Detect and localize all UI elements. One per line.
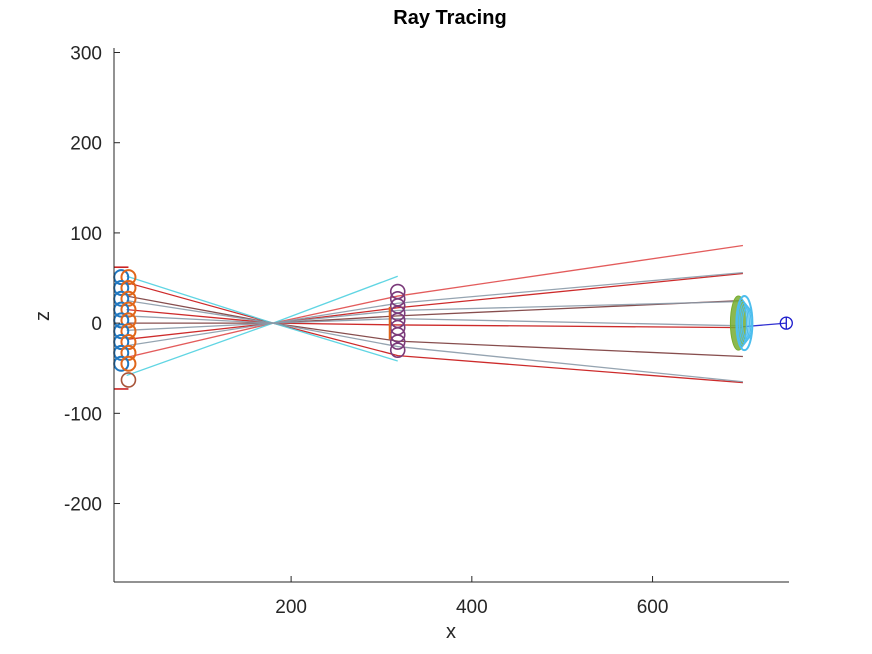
ray-line	[742, 322, 787, 328]
x-ticks: 200 400 600	[275, 576, 668, 618]
ray-line	[126, 281, 743, 384]
source-marker	[120, 372, 137, 388]
source-marker	[120, 269, 137, 286]
ray-line	[126, 271, 743, 347]
ray-line	[126, 299, 743, 324]
detector-ring	[740, 304, 752, 342]
y-tick-label: -200	[64, 495, 102, 516]
lens-marker	[389, 342, 406, 358]
y-ticks: 300 200 100 0 -100 -200	[64, 44, 120, 516]
source-marker	[120, 355, 137, 372]
ray-line	[126, 315, 743, 327]
ray-line	[126, 272, 743, 341]
source-marker	[120, 334, 137, 351]
detector-ring	[738, 302, 750, 344]
y-tick-label: -100	[64, 404, 102, 425]
optical-markers	[113, 266, 793, 390]
source-marker	[120, 344, 137, 361]
x-tick-label: 200	[275, 597, 307, 618]
axes	[113, 48, 789, 583]
chart-title: Ray Tracing	[393, 7, 506, 29]
ray-lines	[126, 244, 787, 384]
y-tick-label: 300	[70, 44, 102, 65]
source-marker	[120, 312, 137, 329]
source-marker	[120, 290, 137, 307]
x-tick-label: 400	[456, 597, 488, 618]
source-marker	[120, 323, 137, 340]
lens-marker	[389, 334, 406, 350]
ray-line	[126, 295, 743, 358]
source-marker	[120, 301, 137, 318]
y-tick-label: 200	[70, 134, 102, 155]
ray-line	[126, 244, 744, 359]
y-tick-label: 0	[91, 314, 102, 335]
detector-ring	[741, 306, 753, 340]
x-axis-label: x	[446, 621, 456, 643]
y-tick-label: 100	[70, 224, 102, 245]
ray-line	[126, 308, 743, 329]
detector-ring	[737, 300, 749, 346]
ray-line	[126, 300, 743, 331]
ray-line	[126, 299, 743, 383]
source-marker	[120, 279, 137, 296]
detector-ring	[735, 298, 747, 348]
y-axis-label: z	[32, 311, 54, 321]
x-tick-label: 600	[637, 597, 669, 618]
